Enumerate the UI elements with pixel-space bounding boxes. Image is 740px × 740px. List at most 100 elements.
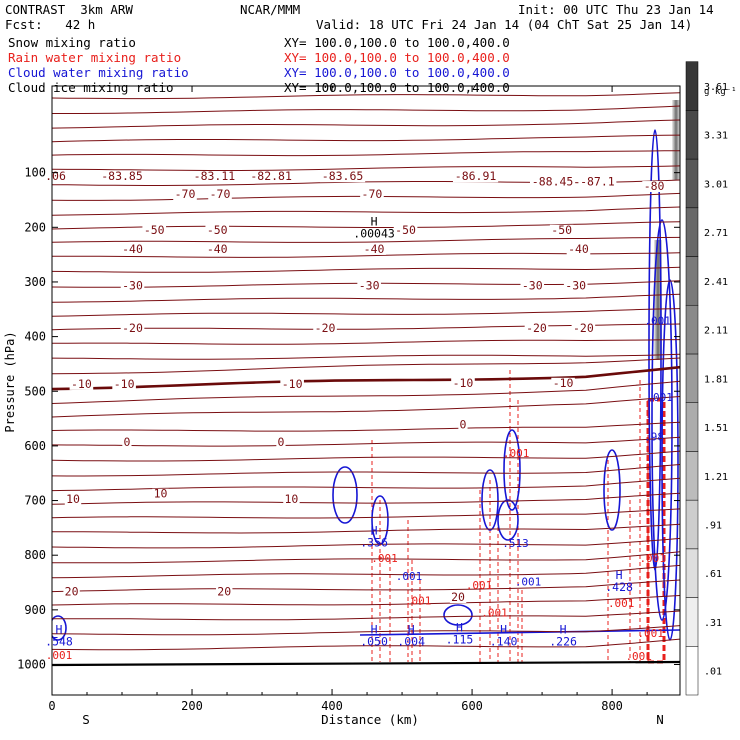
colorbar-label: 1.81 (704, 374, 728, 385)
temperature-label: 20 (451, 590, 465, 604)
x-tick-label: 200 (181, 699, 203, 713)
colorbar-segment (685, 256, 699, 306)
temperature-label: -70 (362, 187, 383, 201)
x-tick-label: 800 (601, 699, 623, 713)
temperature-label: 10 (154, 487, 168, 501)
label-bg (449, 592, 467, 604)
colorbar-label: 3.61 (704, 82, 728, 93)
temperature-label: -20 (315, 321, 336, 335)
temperature-label: 0 (459, 417, 466, 431)
plot-frame (51, 85, 681, 696)
temperature-contour (52, 105, 680, 114)
label-bg (452, 171, 499, 183)
rain-label: .001 (466, 579, 493, 592)
label-bg (205, 224, 230, 236)
field-rain-name: Rain water mixing ratio (8, 50, 182, 65)
high-value: .00043 (353, 226, 395, 240)
cloud-water-contour (52, 615, 67, 641)
label-bg (205, 243, 230, 255)
temperature-contour (52, 339, 680, 345)
label-bg (571, 323, 596, 335)
y-tick-label: 500 (24, 384, 46, 398)
cloud-water-contour (503, 429, 521, 511)
colorbar-label: 1.21 (704, 472, 728, 483)
label-bg (524, 323, 549, 335)
x-tick-label: 600 (461, 699, 483, 713)
label-bg (578, 176, 617, 188)
temperature-label: -83.65 (322, 169, 364, 183)
colorbar-label: 3.01 (704, 179, 728, 190)
colorbar-label: 2.71 (704, 228, 728, 239)
temperature-label: -50 (144, 223, 165, 237)
temperature-label: -80 (644, 179, 665, 193)
temperature-label: -40 (568, 242, 589, 256)
y-tick-label: 800 (24, 548, 46, 562)
label-bg (99, 171, 145, 183)
high-value: .115 (446, 633, 474, 647)
label-bg (362, 243, 386, 255)
temperature-label: -10 (114, 377, 135, 391)
cloud-water-contour (651, 219, 673, 621)
temperature-contour (52, 610, 680, 621)
temperature-label: 0 (277, 435, 284, 449)
center-label: NCAR/MMM (240, 2, 301, 17)
colorbar-label: .91 (704, 520, 722, 531)
colorbar-segment (685, 402, 699, 452)
label-bg (120, 280, 145, 292)
cloud-water-base (359, 629, 680, 636)
label-bg (142, 224, 167, 236)
rain-label: .001 (503, 447, 530, 460)
temperature-contour (52, 293, 680, 303)
valid-time: Valid: 18 UTC Fri 24 Jan 14 (04 ChT Sat … (316, 17, 693, 32)
field-rain-xy: XY= 100.0,100.0 to 100.0,400.0 (284, 50, 510, 65)
high-value: .050 (360, 635, 388, 649)
label-bg (120, 323, 145, 335)
colorbar-segment (685, 451, 699, 501)
temperature-contour (52, 92, 680, 100)
temperature-contour (52, 625, 680, 636)
label-bg (529, 176, 576, 188)
rain-core (646, 398, 666, 664)
colorbar-label: 2.11 (704, 326, 728, 337)
label-bg (208, 189, 232, 201)
cloud-label: .001 (644, 315, 671, 328)
temperature-contour (52, 134, 680, 143)
temperature-contour (52, 464, 680, 477)
label-bg (319, 171, 366, 183)
temperature-label: -82.81 (250, 169, 292, 183)
temperature-label: 20 (65, 585, 79, 599)
label-bg (63, 586, 80, 598)
temperature-contour (52, 421, 680, 432)
rain-label: .001 (371, 552, 398, 565)
temperature-label: -83.85 (101, 169, 143, 183)
label-bg (458, 419, 468, 431)
temperature-contour (52, 551, 680, 564)
temperature-label: -30 (122, 279, 143, 293)
colorbar-segment (685, 61, 699, 111)
label-bg (566, 243, 591, 255)
field-ice-name: Cloud ice mixing ratio (8, 80, 174, 95)
colorbar-segment (685, 548, 699, 598)
colorbar-label: .31 (704, 618, 722, 629)
label-bg (43, 171, 68, 183)
rain-label: .001 (637, 627, 664, 640)
temperature-label: -50 (395, 223, 416, 237)
colorbar-unit: g kg⁻¹ (704, 87, 737, 97)
temperature-contour (52, 165, 680, 171)
high-marker: H (371, 623, 378, 637)
cloud-water-contour (443, 604, 473, 626)
temperature-label: -86.91 (455, 169, 497, 183)
cloud-label: .001 (396, 570, 423, 583)
colorbar: .01 .31 .61 .91 1.21 1.51 1.81 2.11 2.41 2.71 3.01… (685, 61, 737, 696)
cloud-water-contour (481, 469, 499, 531)
label-bg (248, 171, 294, 183)
high-marker: H (560, 623, 567, 637)
label-bg (551, 377, 575, 389)
rain-label: .001 (405, 594, 432, 607)
temperature-label: -30 (565, 279, 586, 293)
label-bg (549, 224, 574, 236)
rain-label: .001 (481, 606, 508, 619)
high-value: .548 (45, 635, 73, 649)
temperature-contour (52, 564, 680, 579)
